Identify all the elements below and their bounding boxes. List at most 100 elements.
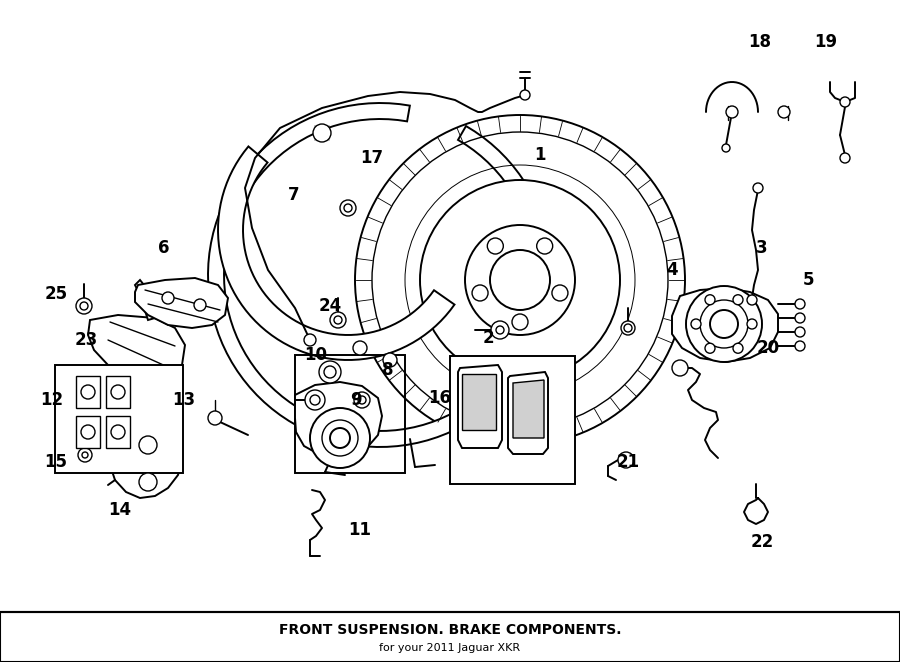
Text: 18: 18 xyxy=(749,33,771,51)
Circle shape xyxy=(512,314,528,330)
Text: 3: 3 xyxy=(756,239,768,257)
Polygon shape xyxy=(462,374,496,430)
Text: 2: 2 xyxy=(482,329,494,347)
Circle shape xyxy=(353,341,367,355)
Circle shape xyxy=(313,124,331,142)
Circle shape xyxy=(487,238,503,254)
Circle shape xyxy=(795,313,805,323)
Circle shape xyxy=(355,115,685,445)
Text: 25: 25 xyxy=(44,285,68,303)
Circle shape xyxy=(76,298,92,314)
Circle shape xyxy=(139,436,157,454)
Circle shape xyxy=(139,473,157,491)
Polygon shape xyxy=(106,416,130,448)
Circle shape xyxy=(81,385,95,399)
Circle shape xyxy=(305,390,325,410)
Circle shape xyxy=(81,425,95,439)
Text: 19: 19 xyxy=(814,33,838,51)
Circle shape xyxy=(747,295,757,305)
Polygon shape xyxy=(76,416,100,448)
Text: 9: 9 xyxy=(350,391,362,409)
Circle shape xyxy=(686,286,762,362)
Circle shape xyxy=(491,321,509,339)
Circle shape xyxy=(795,341,805,351)
Circle shape xyxy=(78,448,92,462)
Text: 23: 23 xyxy=(75,331,97,349)
Text: 11: 11 xyxy=(348,521,372,539)
Circle shape xyxy=(330,428,350,448)
Text: 24: 24 xyxy=(319,297,342,315)
Circle shape xyxy=(705,295,715,305)
Circle shape xyxy=(621,321,635,335)
Text: 13: 13 xyxy=(173,391,195,409)
Text: 22: 22 xyxy=(751,533,774,551)
Polygon shape xyxy=(135,280,155,320)
Bar xyxy=(450,356,575,484)
Polygon shape xyxy=(513,380,544,438)
Text: 8: 8 xyxy=(382,361,394,379)
Circle shape xyxy=(465,225,575,335)
Polygon shape xyxy=(218,146,454,360)
Polygon shape xyxy=(672,288,778,362)
Circle shape xyxy=(747,319,757,329)
Circle shape xyxy=(472,285,488,301)
Circle shape xyxy=(795,327,805,337)
Text: for your 2011 Jaguar XKR: for your 2011 Jaguar XKR xyxy=(380,643,520,653)
Circle shape xyxy=(310,408,370,468)
Polygon shape xyxy=(208,103,552,447)
Text: FRONT SUSPENSION. BRAKE COMPONENTS.: FRONT SUSPENSION. BRAKE COMPONENTS. xyxy=(279,623,621,637)
Polygon shape xyxy=(295,382,382,458)
Text: 10: 10 xyxy=(304,346,328,364)
Circle shape xyxy=(330,312,346,328)
Circle shape xyxy=(840,97,850,107)
Polygon shape xyxy=(76,376,100,408)
Circle shape xyxy=(778,106,790,118)
Bar xyxy=(55,365,183,473)
Polygon shape xyxy=(508,372,548,454)
Polygon shape xyxy=(106,376,130,408)
Text: 15: 15 xyxy=(44,453,68,471)
Text: 1: 1 xyxy=(535,146,545,164)
Circle shape xyxy=(162,292,174,304)
Circle shape xyxy=(618,452,634,468)
Circle shape xyxy=(733,344,743,354)
Circle shape xyxy=(726,106,738,118)
Bar xyxy=(295,355,405,473)
Circle shape xyxy=(383,353,397,367)
Circle shape xyxy=(208,411,222,425)
Bar xyxy=(0,612,900,662)
Circle shape xyxy=(354,392,370,408)
Polygon shape xyxy=(458,365,502,448)
Text: 14: 14 xyxy=(108,501,131,519)
Text: 16: 16 xyxy=(428,389,452,407)
Circle shape xyxy=(111,425,125,439)
Circle shape xyxy=(840,153,850,163)
Text: 21: 21 xyxy=(616,453,640,471)
Circle shape xyxy=(319,361,341,383)
Circle shape xyxy=(722,144,730,152)
Circle shape xyxy=(194,299,206,311)
Circle shape xyxy=(420,180,620,380)
Circle shape xyxy=(795,299,805,309)
Circle shape xyxy=(520,90,530,100)
Text: 20: 20 xyxy=(756,339,779,357)
Circle shape xyxy=(111,385,125,399)
Circle shape xyxy=(552,285,568,301)
Text: 5: 5 xyxy=(802,271,814,289)
Circle shape xyxy=(753,183,763,193)
Circle shape xyxy=(691,319,701,329)
Circle shape xyxy=(304,334,316,346)
Text: 17: 17 xyxy=(360,149,383,167)
Circle shape xyxy=(672,360,688,376)
Circle shape xyxy=(733,295,743,305)
Text: 6: 6 xyxy=(158,239,170,257)
Circle shape xyxy=(710,310,738,338)
Polygon shape xyxy=(88,315,185,382)
Text: 7: 7 xyxy=(288,186,300,204)
Text: 12: 12 xyxy=(40,391,64,409)
Circle shape xyxy=(536,238,553,254)
Circle shape xyxy=(340,200,356,216)
Polygon shape xyxy=(110,428,182,498)
Text: 4: 4 xyxy=(666,261,678,279)
Polygon shape xyxy=(135,278,228,328)
